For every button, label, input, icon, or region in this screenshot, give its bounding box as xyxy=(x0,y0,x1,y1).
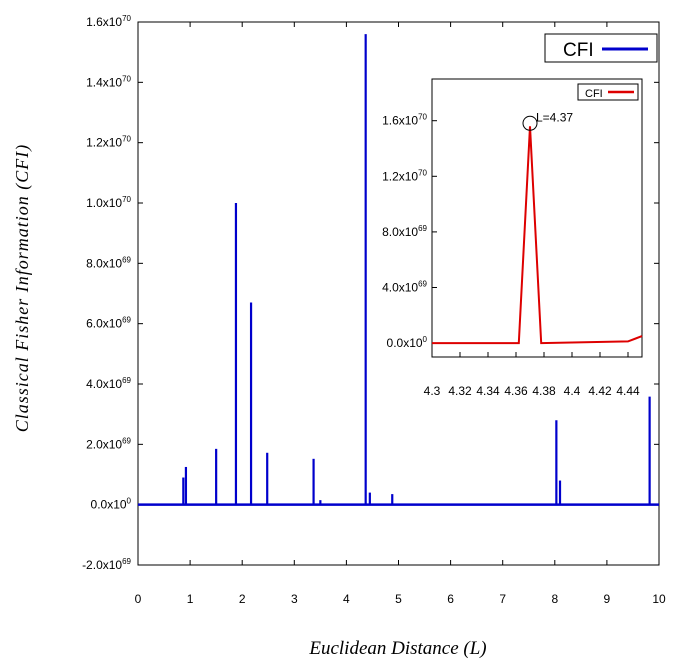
y-tick-label: -2.0x1069 xyxy=(82,557,131,572)
inset-y-tick-label: 4.0x1069 xyxy=(382,280,427,295)
x-tick-label: 10 xyxy=(652,592,666,606)
y-tick-label: 6.0x1069 xyxy=(86,316,131,331)
inset-y-tick-label: 0.0x100 xyxy=(387,335,428,350)
x-tick-label: 7 xyxy=(499,592,506,606)
inset-x-tick-label: 4.3 xyxy=(424,384,441,398)
y-tick-label: 2.0x1069 xyxy=(86,436,131,451)
x-tick-label: 3 xyxy=(291,592,298,606)
x-tick-label: 1 xyxy=(187,592,194,606)
inset-series-line xyxy=(432,126,643,345)
main-legend-label: CFI xyxy=(563,40,594,61)
x-tick-label: 2 xyxy=(239,592,246,606)
inset-x-tick-label: 4.32 xyxy=(448,384,472,398)
inset-y-tick-label: 1.6x1070 xyxy=(382,113,427,128)
inset-y-tick-label: 8.0x1069 xyxy=(382,224,427,239)
y-tick-label: 1.2x1070 xyxy=(86,135,131,150)
x-tick-label: 9 xyxy=(604,592,611,606)
y-axis-label: Classical Fisher Information (CFI) xyxy=(12,144,33,433)
inset-legend-label: CFI xyxy=(585,88,603,100)
y-tick-label: 0.0x100 xyxy=(91,497,132,512)
x-tick-label: 8 xyxy=(551,592,558,606)
y-tick-label: 1.4x1070 xyxy=(86,74,131,89)
peak-annotation: L=4.37 xyxy=(536,110,573,124)
x-tick-label: 5 xyxy=(395,592,402,606)
inset-y-tick-label: 1.2x1070 xyxy=(382,168,427,183)
x-tick-label: 4 xyxy=(343,592,350,606)
y-tick-label: 4.0x1069 xyxy=(86,376,131,391)
inset-x-tick-label: 4.42 xyxy=(588,384,612,398)
x-tick-label: 6 xyxy=(447,592,454,606)
inset-legend: CFI xyxy=(577,83,639,101)
y-tick-label: 8.0x1069 xyxy=(86,255,131,270)
inset-x-tick-label: 4.4 xyxy=(564,384,581,398)
inset-x-tick-label: 4.44 xyxy=(616,384,640,398)
peak-marker-circle xyxy=(522,115,538,131)
x-axis-label: Euclidean Distance (L) xyxy=(308,638,486,659)
inset-x-tick-label: 4.34 xyxy=(476,384,500,398)
inset-x-tick-label: 4.36 xyxy=(504,384,528,398)
inset-x-tick-label: 4.38 xyxy=(532,384,556,398)
main-legend: CFI xyxy=(544,33,658,63)
y-tick-label: 1.0x1070 xyxy=(86,195,131,210)
x-tick-label: 0 xyxy=(135,592,142,606)
y-tick-label: 1.6x1070 xyxy=(86,14,131,29)
